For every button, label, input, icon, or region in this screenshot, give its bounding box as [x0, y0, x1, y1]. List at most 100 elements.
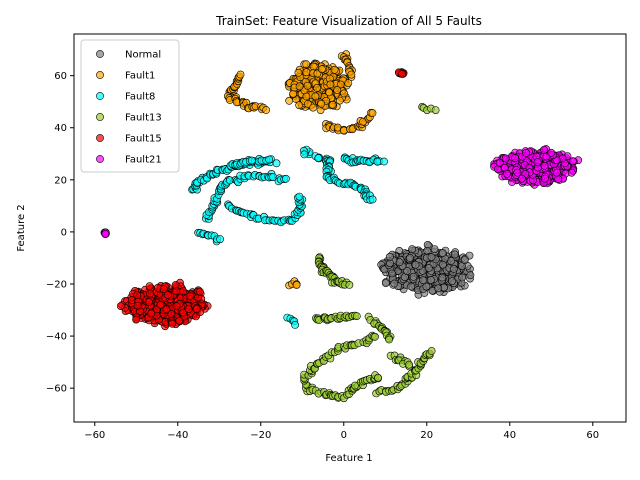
legend-label: Fault1	[125, 71, 155, 82]
data-point	[179, 308, 187, 317]
data-point	[162, 305, 171, 314]
data-point	[390, 279, 399, 288]
data-point	[385, 252, 394, 261]
data-point	[347, 70, 356, 79]
series-fault1	[223, 50, 377, 290]
x-tick-label: 60	[586, 430, 599, 441]
plot-frame	[73, 33, 627, 423]
data-point	[317, 65, 326, 74]
legend-marker	[96, 92, 104, 100]
data-point	[448, 277, 456, 286]
data-point	[426, 276, 435, 284]
data-point	[458, 273, 467, 282]
data-point	[344, 79, 353, 87]
data-point	[186, 292, 195, 300]
data-point	[345, 280, 354, 289]
legend-label: Normal	[125, 50, 161, 61]
data-point	[554, 175, 563, 183]
y-tick-label: −20	[46, 279, 67, 290]
data-point	[368, 109, 377, 117]
series-normal	[377, 240, 475, 299]
data-point	[569, 157, 577, 166]
data-point	[325, 88, 334, 97]
data-point	[328, 100, 337, 109]
data-point	[424, 264, 433, 272]
data-point	[511, 154, 519, 162]
data-point	[133, 291, 142, 300]
data-point	[159, 285, 168, 293]
data-point	[408, 245, 416, 254]
data-point	[430, 245, 439, 253]
data-point	[460, 256, 469, 264]
data-point	[422, 282, 431, 291]
data-point	[335, 96, 344, 105]
legend-label: Fault15	[125, 134, 162, 145]
legend-marker	[96, 50, 104, 58]
data-point	[216, 235, 224, 244]
data-point	[175, 316, 184, 325]
data-point	[179, 287, 188, 296]
legend-label: Fault8	[125, 92, 155, 103]
data-point	[309, 103, 317, 112]
data-point	[438, 260, 447, 269]
x-tick-label: −40	[167, 430, 188, 441]
data-point	[438, 273, 447, 282]
data-point	[262, 106, 270, 114]
data-point	[503, 169, 511, 178]
data-point	[116, 302, 125, 310]
y-tick-label: 40	[54, 123, 67, 134]
data-point	[292, 281, 301, 289]
data-point	[285, 96, 294, 105]
x-axis: −60 −40 −20 0 20 40 60	[84, 422, 599, 441]
data-point	[340, 89, 348, 98]
x-tick-label: −60	[84, 430, 105, 441]
data-point	[547, 148, 556, 157]
data-point	[368, 195, 377, 204]
data-point	[281, 174, 290, 183]
y-axis-title: Feature 2	[16, 204, 27, 251]
series-fault15	[116, 68, 408, 331]
data-point	[302, 68, 311, 77]
data-point	[291, 320, 299, 329]
data-point	[405, 253, 414, 262]
data-point	[132, 315, 140, 324]
data-point	[330, 65, 339, 74]
data-point	[295, 192, 304, 201]
data-point	[101, 230, 110, 238]
data-point	[156, 300, 165, 309]
data-point	[145, 282, 154, 290]
data-point	[184, 305, 193, 313]
data-point	[434, 284, 442, 293]
data-point	[403, 267, 412, 275]
y-tick-label: 0	[61, 227, 67, 238]
data-point	[398, 70, 407, 78]
data-point	[133, 301, 142, 310]
data-point	[438, 249, 447, 257]
data-point	[303, 81, 312, 90]
data-point	[294, 68, 303, 77]
data-point	[333, 86, 342, 94]
y-tick-label: 20	[54, 175, 67, 186]
data-point	[147, 309, 156, 318]
data-point	[314, 154, 323, 162]
data-point	[427, 347, 436, 355]
data-point	[533, 158, 542, 166]
data-point	[236, 70, 245, 79]
data-point	[192, 305, 201, 313]
data-points	[100, 50, 583, 403]
data-point	[431, 106, 440, 114]
data-point	[513, 168, 522, 177]
data-point	[272, 159, 281, 168]
data-point	[311, 92, 320, 101]
data-point	[427, 253, 436, 261]
legend-marker	[96, 71, 104, 79]
data-point	[374, 373, 382, 382]
data-point	[295, 82, 304, 91]
x-tick-label: 0	[341, 430, 347, 441]
data-point	[163, 291, 172, 299]
data-point	[172, 287, 181, 295]
data-point	[466, 271, 475, 280]
data-point	[407, 282, 416, 291]
y-tick-label: −60	[46, 384, 67, 395]
